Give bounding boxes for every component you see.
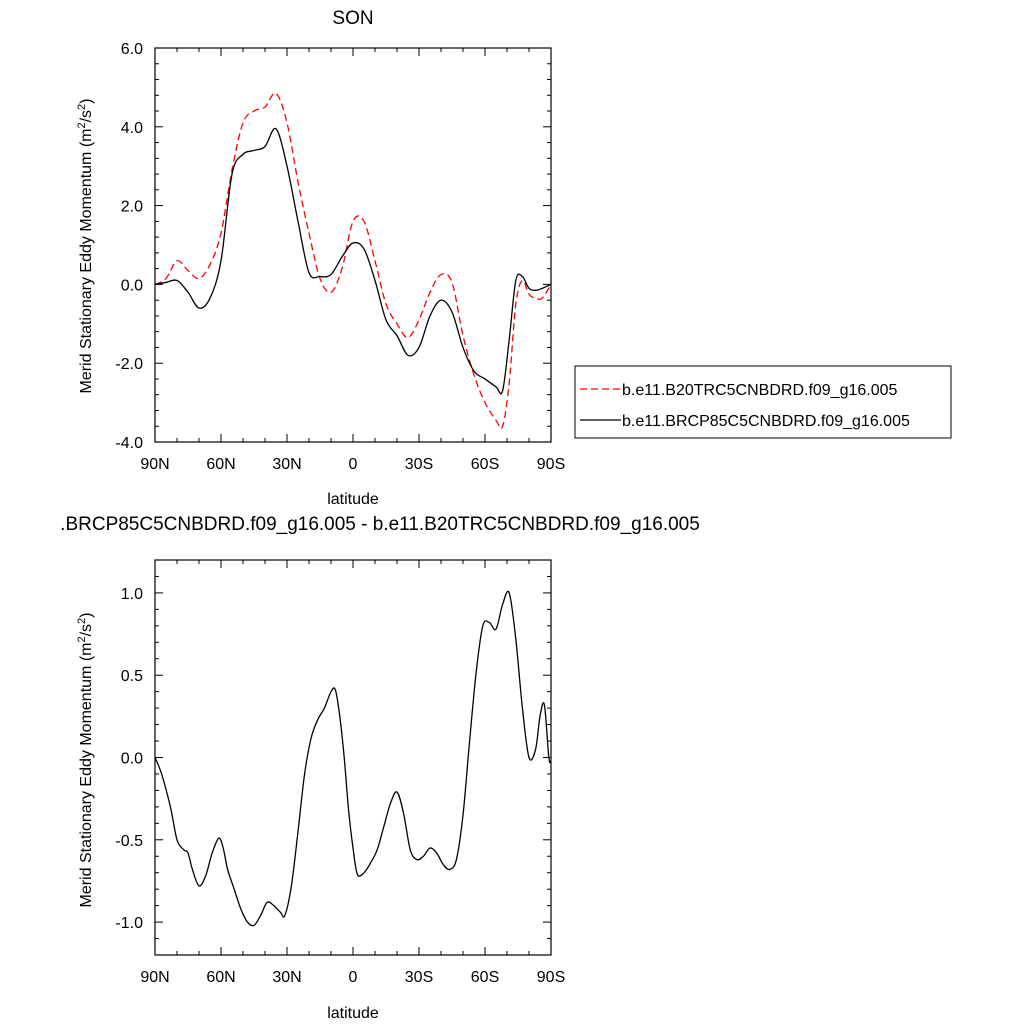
series-line-2 <box>154 127 552 395</box>
series-lines <box>154 590 552 927</box>
x-tick-label: 0 <box>349 456 358 473</box>
y-tick-label: -2.0 <box>115 356 143 373</box>
y-tick-label: 0.0 <box>121 751 143 768</box>
series-line-1 <box>154 92 552 430</box>
x-tick-label: 90S <box>537 456 565 473</box>
chart-top: SON latitude Merid Stationary Eddy Momen… <box>76 8 952 508</box>
x-tick-label: 90N <box>140 969 169 986</box>
x-tick-label: 90N <box>140 456 169 473</box>
x-tick-label: 30N <box>272 969 301 986</box>
chart-title: SON <box>332 8 373 29</box>
x-axis-label: latitude <box>327 1005 379 1022</box>
y-tick-label: 0.5 <box>121 668 143 685</box>
y-axis-label: Merid Stationary Eddy Momentum (m2/s2) <box>76 612 95 907</box>
y-tick-label: -0.5 <box>115 833 143 850</box>
axis-ticks: 90N 60N 30N 0 30S 60S 90S -4.0 -2.0 0.0 2.0 4.0 6.0 <box>115 41 565 473</box>
y-tick-label: 6.0 <box>121 41 143 58</box>
chart-bottom: .BRCP85C5CNBDRD.f09_g16.005 - b.e11.B20T… <box>60 514 700 1022</box>
x-axis-label: latitude <box>327 491 379 508</box>
x-tick-label: 60N <box>206 969 235 986</box>
series-line-1 <box>154 590 552 927</box>
x-tick-label: 90S <box>537 969 565 986</box>
x-tick-label: 60S <box>471 456 499 473</box>
plot-frame <box>154 559 552 956</box>
x-tick-label: 60N <box>206 456 235 473</box>
x-tick-label: 0 <box>349 969 358 986</box>
legend-label-series-1: b.e11.B20TRC5CNBDRD.f09_g16.005 <box>622 382 898 399</box>
legend-box <box>574 365 952 439</box>
y-tick-label: 0.0 <box>121 277 143 294</box>
y-tick-label: 2.0 <box>121 199 143 216</box>
axis-ticks: 90N 60N 30N 0 30S 60S 90S -1.0 -0.5 0.0 0.5 1.0 <box>115 559 565 986</box>
x-tick-label: 30S <box>405 456 433 473</box>
x-tick-label: 60S <box>471 969 499 986</box>
chart-title: .BRCP85C5CNBDRD.f09_g16.005 - b.e11.B20T… <box>60 514 700 535</box>
plot-frame <box>154 47 552 443</box>
y-tick-label: -4.0 <box>115 435 143 452</box>
y-tick-label: 4.0 <box>121 120 143 137</box>
y-axis-label: Merid Stationary Eddy Momentum (m2/s2) <box>76 98 95 393</box>
x-tick-label: 30N <box>272 456 301 473</box>
legend: b.e11.B20TRC5CNBDRD.f09_g16.005 b.e11.BR… <box>574 365 952 439</box>
y-tick-label: 1.0 <box>121 586 143 603</box>
x-tick-label: 30S <box>405 969 433 986</box>
y-tick-label: -1.0 <box>115 915 143 932</box>
series-lines <box>154 92 552 430</box>
legend-label-series-2: b.e11.BRCP85C5CNBDRD.f09_g16.005 <box>622 413 910 430</box>
